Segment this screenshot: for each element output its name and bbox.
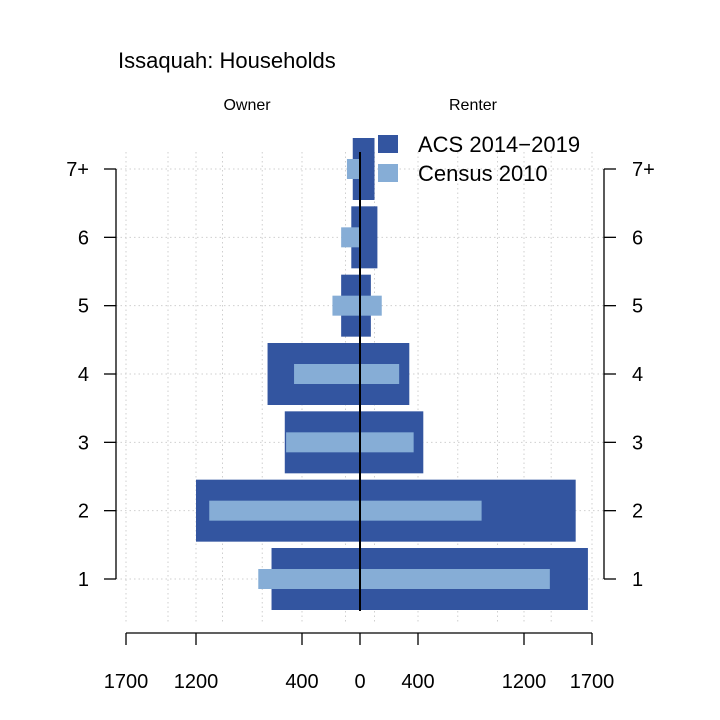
chart-title: Issaquah: Households [118, 48, 336, 73]
legend-label: ACS 2014−2019 [418, 132, 580, 157]
legend-swatch [378, 164, 398, 182]
census-bar [332, 295, 382, 316]
y-tick-label-right: 3 [632, 432, 643, 454]
y-tick-label-right: 4 [632, 364, 643, 386]
y-tick-label-left: 6 [78, 227, 89, 249]
y-tick-label-left: 5 [78, 296, 89, 318]
census-bar [286, 432, 414, 453]
y-tick-label-right: 5 [632, 296, 643, 318]
census-bar [209, 500, 482, 521]
census-bar [258, 569, 550, 589]
x-tick-label: 1700 [570, 671, 615, 693]
y-tick-label-left: 1 [78, 569, 89, 591]
census-bar [294, 364, 400, 384]
owner-side-label: Owner [223, 97, 271, 114]
x-tick-label: 400 [401, 671, 434, 693]
y-tick-label-right: 6 [632, 227, 643, 249]
y-tick-label-left: 7+ [66, 159, 89, 181]
y-tick-label-left: 2 [78, 501, 89, 523]
renter-side-label: Renter [449, 97, 498, 114]
x-tick-label: 400 [285, 671, 318, 693]
y-tick-label-right: 2 [632, 501, 643, 523]
legend: ACS 2014−2019 Census 2010 [378, 132, 580, 186]
x-tick-label: 1700 [104, 671, 149, 693]
y-tick-label-left: 4 [78, 364, 89, 386]
x-ticks: 1700 1200 400 0 400 1200 1700 [104, 633, 615, 693]
legend-swatch [378, 135, 398, 153]
x-tick-label: 1200 [174, 671, 219, 693]
y-tick-label-right: 7+ [632, 159, 655, 181]
y-ticks: 1 1 2 2 3 3 4 4 5 5 6 6 7+ 7+ [66, 159, 655, 591]
x-tick-label: 0 [354, 671, 365, 693]
legend-label: Census 2010 [418, 161, 548, 186]
y-tick-label-right: 1 [632, 569, 643, 591]
bars [196, 138, 588, 610]
census-bar [341, 227, 360, 248]
y-tick-label-left: 3 [78, 432, 89, 454]
x-tick-label: 1200 [502, 671, 547, 693]
acs-bar [352, 138, 375, 200]
census-bar [346, 159, 360, 179]
